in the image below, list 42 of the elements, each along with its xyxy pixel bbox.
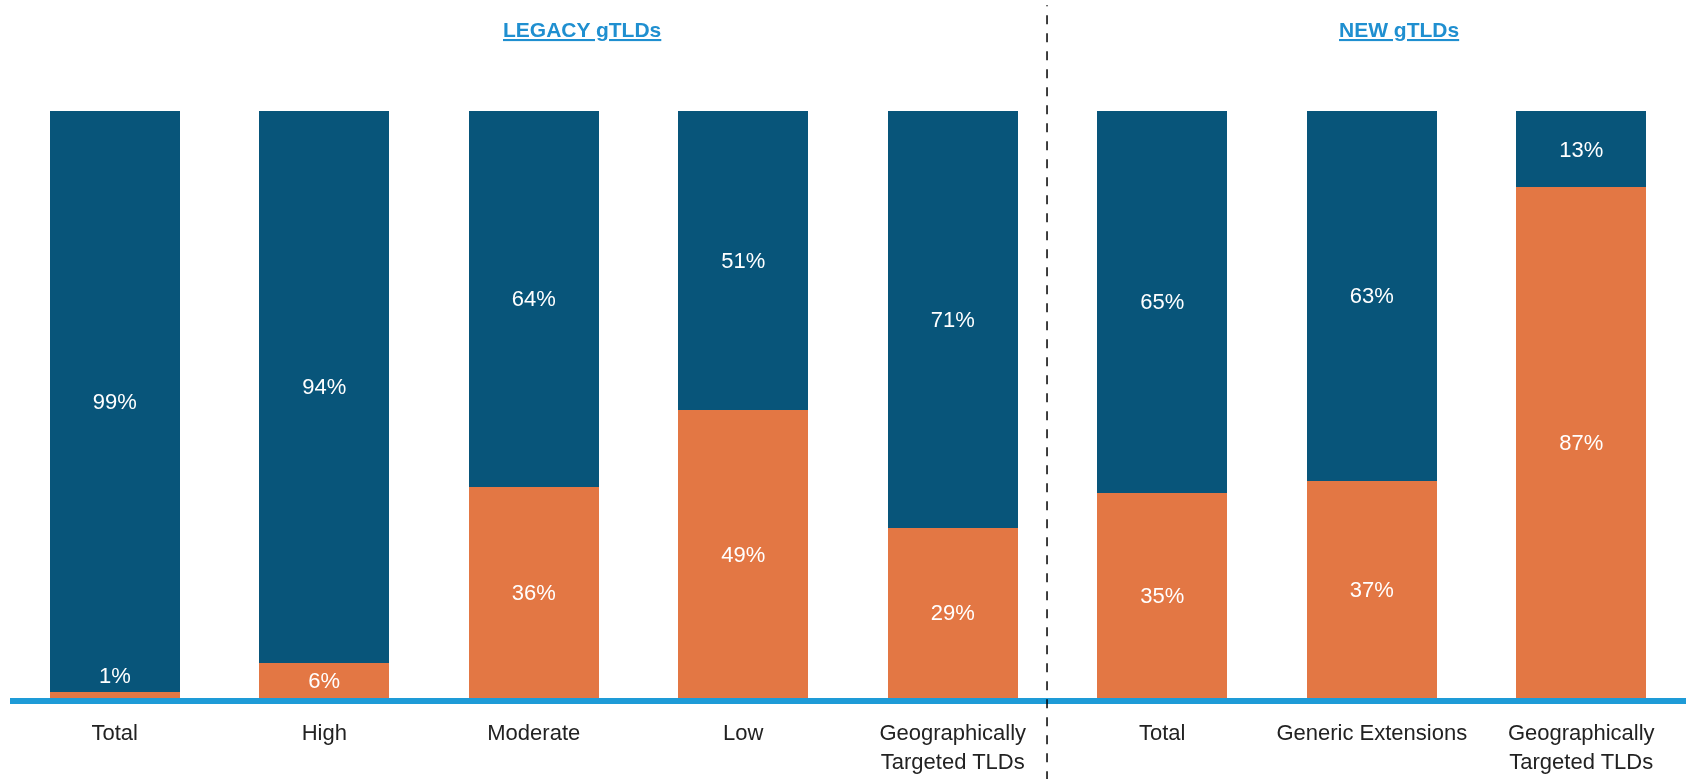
bar bbox=[259, 662, 390, 698]
bar bbox=[49, 111, 180, 693]
data-label: 51% bbox=[721, 248, 766, 274]
bar bbox=[1516, 111, 1647, 188]
x-tick-label: Generic Extensions bbox=[1276, 720, 1468, 746]
bar bbox=[678, 410, 809, 698]
data-label: 13% bbox=[1559, 136, 1604, 162]
bar bbox=[49, 692, 180, 698]
bar bbox=[1306, 480, 1437, 698]
data-label: 87% bbox=[1559, 430, 1604, 456]
x-tick-label: Total bbox=[1139, 720, 1186, 746]
data-label: 36% bbox=[511, 579, 556, 605]
bar bbox=[1516, 187, 1647, 698]
data-label: 71% bbox=[930, 306, 975, 332]
bar bbox=[887, 527, 1018, 698]
data-label: 65% bbox=[1140, 289, 1185, 315]
text: LEGACY gTLDs bbox=[503, 18, 662, 41]
data-label: 6% bbox=[308, 667, 341, 693]
bar bbox=[468, 486, 599, 698]
data-label: 29% bbox=[930, 600, 975, 626]
data-label: 35% bbox=[1140, 582, 1185, 608]
x-tick-label: Moderate bbox=[487, 720, 581, 746]
x-tick-label: Geographically Targeted TLDs bbox=[1507, 720, 1655, 774]
data-label: 49% bbox=[721, 541, 766, 567]
x-tick-label: Geographically Targeted TLDs bbox=[879, 720, 1027, 774]
data-label: 1% bbox=[99, 663, 131, 688]
x-tick-label: Total bbox=[91, 720, 138, 746]
x-tick-label: High bbox=[301, 720, 347, 746]
x-tick-label: Low bbox=[723, 720, 764, 746]
data-label: 94% bbox=[302, 374, 347, 400]
bar bbox=[259, 111, 390, 663]
bar bbox=[678, 111, 809, 411]
data-label: 99% bbox=[92, 389, 137, 415]
bar bbox=[1097, 492, 1228, 698]
bar bbox=[468, 111, 599, 487]
text: NEW gTLDs bbox=[1339, 18, 1460, 41]
bar bbox=[1097, 111, 1228, 493]
data-label: 63% bbox=[1349, 283, 1394, 309]
bar bbox=[887, 111, 1018, 528]
bar bbox=[1306, 111, 1437, 481]
data-label: 37% bbox=[1349, 576, 1394, 602]
data-label: 64% bbox=[511, 286, 556, 312]
